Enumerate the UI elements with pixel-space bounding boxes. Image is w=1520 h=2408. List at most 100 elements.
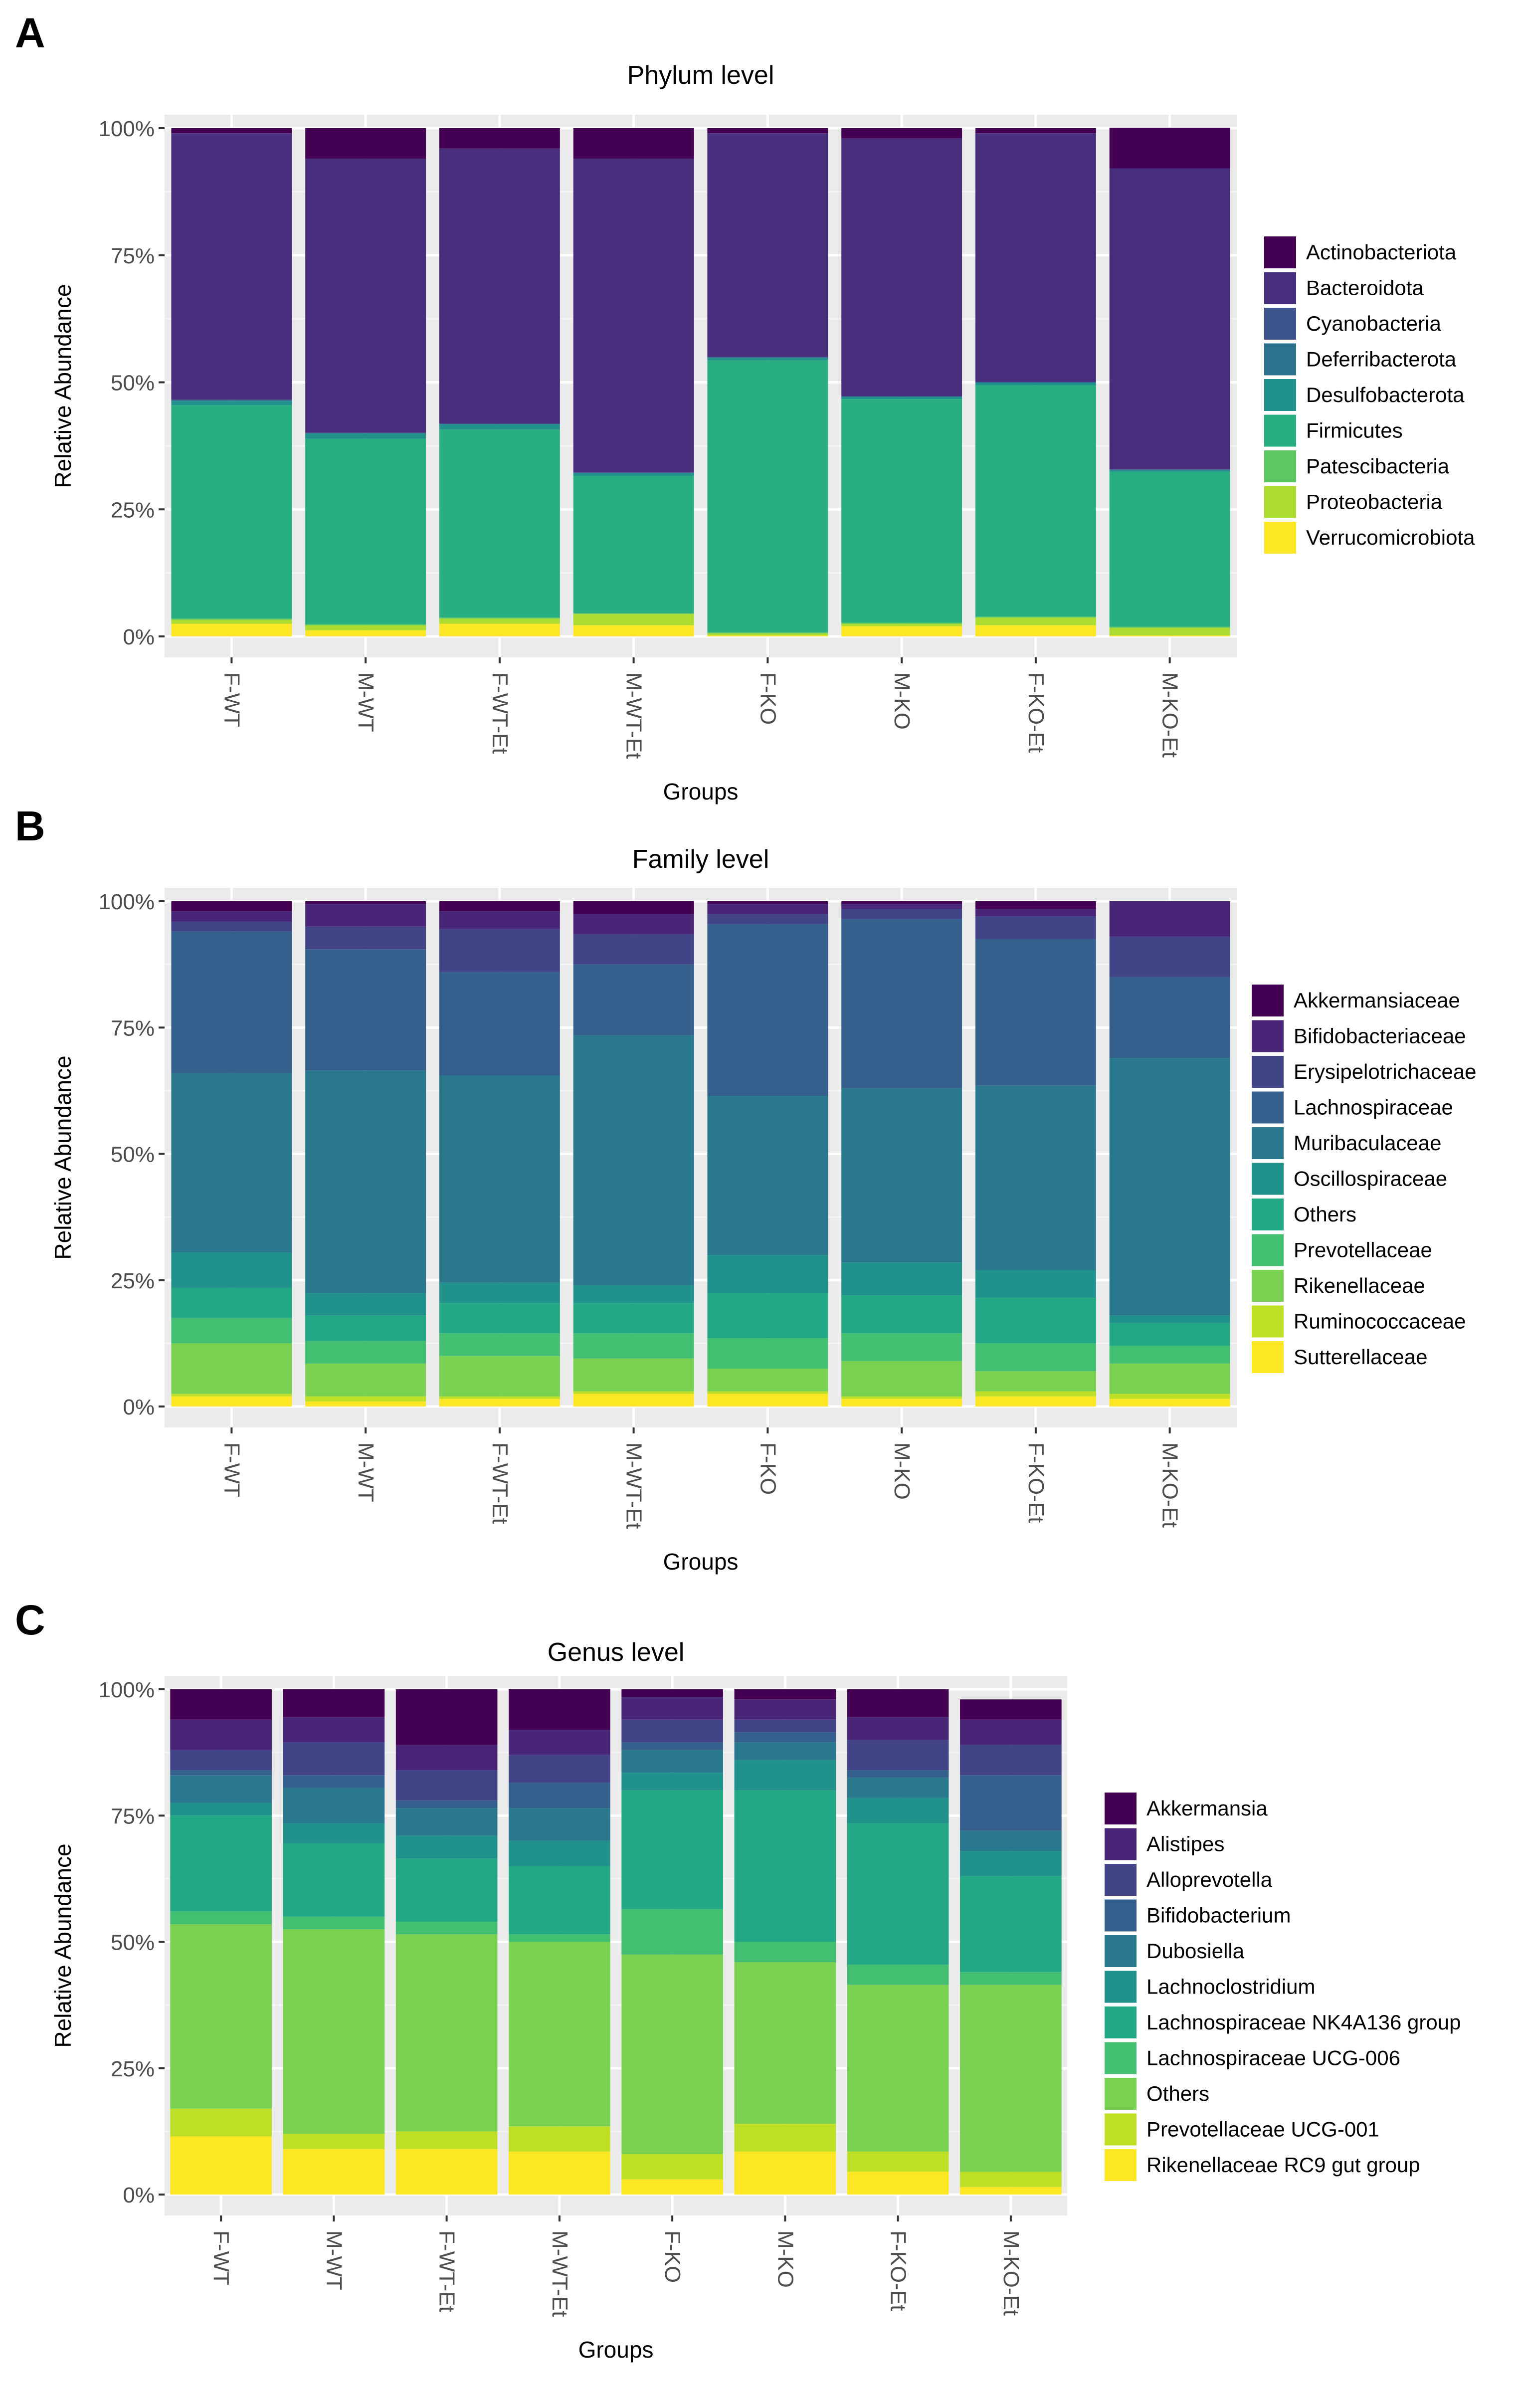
bar-segment — [283, 1823, 385, 1843]
bar-segment — [707, 133, 828, 357]
bar-segment — [305, 926, 426, 950]
bar-segment — [847, 1740, 949, 1771]
bar-segment — [171, 1396, 292, 1406]
bar-segment — [439, 1303, 560, 1334]
bar-segment — [509, 1840, 610, 1866]
bar-segment — [960, 1876, 1062, 1973]
bar-segment — [439, 423, 560, 424]
bar-segment — [439, 623, 560, 636]
bar-segment — [283, 2149, 385, 2195]
bar-segment — [439, 1333, 560, 1356]
bar-segment — [439, 128, 560, 149]
legend-swatch — [1105, 1899, 1137, 1932]
chart-title: Genus level — [548, 1638, 685, 1667]
bar-segment — [1109, 469, 1230, 470]
chart-title: Phylum level — [627, 61, 774, 90]
chart-title: Family level — [632, 845, 769, 874]
bar-segment — [975, 916, 1096, 939]
legend-label: Rikenellaceae — [1294, 1274, 1425, 1297]
bar-segment — [171, 921, 292, 932]
bar-segment — [439, 929, 560, 972]
x-tick-label: F-KO-Et — [1024, 1442, 1048, 1523]
bar-segment — [734, 2124, 836, 2152]
y-tick-label: 75% — [111, 1804, 155, 1828]
x-tick-label: M-KO — [890, 672, 914, 730]
bar-segment — [707, 901, 828, 904]
legend-swatch — [1264, 343, 1296, 376]
bar-segment — [960, 2172, 1062, 2187]
y-tick-label: 100% — [98, 1678, 155, 1702]
chart-1: 0% 25% 50% 75% 100% F-WT M-WT F-WT-Et M-WT-Et F-K… — [50, 61, 1475, 804]
legend-swatch — [1105, 1971, 1137, 2003]
legend-swatch — [1264, 379, 1296, 411]
bar-segment — [573, 625, 694, 636]
bar-segment — [305, 1341, 426, 1364]
bar-segment — [621, 2154, 723, 2180]
bar-segment — [573, 475, 694, 613]
bar-segment — [1109, 1363, 1230, 1394]
bar-segment — [573, 472, 694, 473]
x-tick-label: M-WT — [322, 2230, 346, 2290]
bar-segment — [170, 2136, 272, 2195]
bar-segment — [439, 1075, 560, 1283]
bar-segment — [170, 1750, 272, 1771]
bar-segment — [509, 1808, 610, 1841]
bar-segment — [439, 617, 560, 619]
legend-label: Bifidobacteriaceae — [1294, 1024, 1466, 1048]
bar-segment — [395, 1800, 498, 1808]
bar-segment — [170, 1689, 272, 1720]
bar-segment — [621, 1954, 723, 2154]
bar-segment — [395, 1835, 498, 1859]
bar-segment — [734, 1760, 836, 1791]
x-tick-label: F-WT-Et — [435, 2230, 459, 2312]
bar-segment — [1109, 127, 1230, 169]
bar-segment — [841, 128, 962, 139]
legend-label: Verrucomicrobiota — [1306, 526, 1475, 549]
bar-segment — [847, 1798, 949, 1823]
x-tick-label: M-KO-Et — [1158, 672, 1182, 758]
legend-swatch — [1252, 1234, 1284, 1266]
x-tick-label: F-KO — [660, 2230, 685, 2283]
bar-segment — [975, 1270, 1096, 1298]
bar-segment — [841, 396, 962, 397]
bar-segment — [395, 1858, 498, 1922]
y-tick-label: 50% — [111, 1931, 155, 1955]
bar-segment — [621, 1697, 723, 1720]
legend-swatch — [1252, 1270, 1284, 1302]
legend-label: Sutterellaceae — [1294, 1345, 1428, 1369]
bar-segment — [439, 1282, 560, 1303]
bar-segment — [841, 1088, 962, 1263]
bar-segment — [1109, 470, 1230, 472]
bar-segment — [170, 1775, 272, 1803]
bar-segment — [1109, 977, 1230, 1058]
bar-segment — [1109, 168, 1230, 469]
bar-segment — [305, 625, 426, 630]
legend-swatch — [1252, 1056, 1284, 1088]
bar-segment — [305, 630, 426, 636]
bar-segment — [573, 934, 694, 965]
bar-segment — [573, 1285, 694, 1303]
bar-segment — [734, 1699, 836, 1720]
bar-segment — [707, 632, 828, 633]
legend-swatch — [1264, 236, 1296, 268]
legend-label: Muribaculaceae — [1294, 1131, 1442, 1155]
bar-segment — [975, 385, 1096, 617]
bar-segment — [395, 1745, 498, 1771]
legend-label: Cyanobacteria — [1306, 312, 1441, 335]
legend-label: Lachnospiraceae — [1294, 1096, 1453, 1119]
legend-swatch — [1105, 2149, 1137, 2181]
x-axis-label: Groups — [578, 2337, 654, 2363]
x-tick-label: F-KO — [756, 672, 780, 725]
bar-segment — [960, 1745, 1062, 1776]
bar-segment — [960, 1851, 1062, 1876]
y-tick-label: 75% — [111, 244, 155, 268]
legend-label: Desulfobacterota — [1306, 383, 1465, 406]
bar-segment — [841, 622, 962, 624]
bar-segment — [734, 1689, 836, 1700]
bar-segment — [734, 1719, 836, 1733]
x-axis-label: Groups — [663, 779, 739, 804]
bar-segment — [395, 1934, 498, 2132]
bar-segment — [621, 1742, 723, 1750]
bar-segment — [841, 904, 962, 909]
x-axis-label: Groups — [663, 1549, 739, 1575]
